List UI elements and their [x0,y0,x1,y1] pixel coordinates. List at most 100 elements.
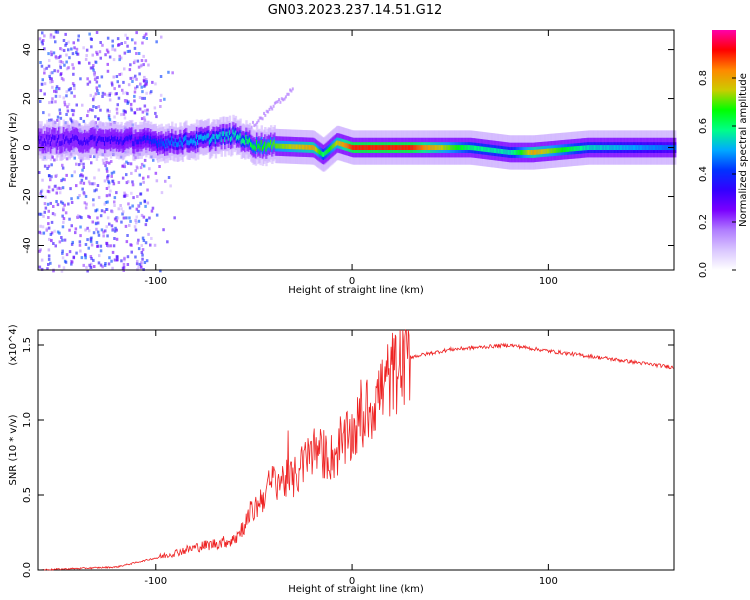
heatmap-cell [107,262,111,266]
heatmap-cell [78,194,81,197]
heatmap-cell [51,188,55,192]
heatmap-cell [135,215,138,219]
heatmap-cell [143,34,146,38]
heatmap-cell [126,44,129,48]
heatmap-cell [113,237,116,240]
heatmap-cell [57,87,61,91]
heatmap-cell [41,31,44,35]
heatmap-cell [106,50,110,54]
heatmap-cell [62,208,65,212]
heatmap-cell [43,202,47,206]
heatmap-cell [88,80,92,84]
heatmap-cell [189,138,193,144]
heatmap-cell [108,222,111,226]
heatmap-cell [70,197,73,201]
heatmap-cell [39,248,42,252]
heatmap-cell [73,94,76,98]
heatmap-cell [56,230,60,234]
heatmap-cell [126,234,129,237]
spectrogram-heatmap [38,30,677,273]
heatmap-cell [103,92,107,96]
heatmap-cell [39,100,42,103]
heatmap-cell [85,265,88,269]
snr-y-tick-label: 0.0 [22,562,33,578]
heatmap-cell [61,177,65,181]
heatmap-cell [47,216,50,219]
heatmap-cell [86,269,89,273]
heatmap-cell [58,264,61,268]
heatmap-cell [123,162,126,166]
heatmap-cell [86,238,89,242]
heatmap-cell [54,30,58,34]
heatmap-cell [101,158,105,162]
heatmap-cell [151,80,154,84]
heatmap-cell [58,231,61,235]
heatmap-cell [146,108,149,112]
heatmap-cell [100,75,104,79]
heatmap-cell [64,211,68,215]
heatmap-cell [92,68,95,72]
heatmap-cell [80,256,84,260]
heatmap-cell [76,196,80,200]
heatmap-cell [79,140,82,146]
heatmap-cell [56,115,60,119]
heatmap-cell [186,139,189,145]
heatmap-cell [62,39,66,42]
heatmap-cell [138,173,141,177]
heatmap-cell [290,89,293,93]
heatmap-cell [99,249,103,253]
heatmap-cell [155,213,159,217]
heatmap-cell [155,115,158,119]
heatmap-cell [51,97,54,101]
snr-x-tick-label: 0 [349,576,355,587]
heatmap-cell [109,189,112,193]
heatmap-cell [68,250,72,254]
heatmap-cell [70,47,73,51]
heatmap-cell [126,180,130,184]
heatmap-cell [75,47,79,51]
heatmap-cell [226,131,229,137]
heatmap-cell [142,63,145,67]
heatmap-cell [85,48,89,52]
heatmap-cell [87,246,90,250]
heatmap-cell [144,109,147,113]
colorbar-tick-label: 0.0 [698,262,709,278]
heatmap-cell [103,202,106,206]
heatmap-cell [121,88,124,92]
heatmap-cell [84,253,87,257]
heatmap-cell [130,191,133,195]
snr-y-ticks: 0.0 0.5 1.0 1.5 [22,337,674,578]
heatmap-cell [123,165,127,168]
heatmap-cell [126,194,129,197]
heatmap-cell [365,145,368,150]
heatmap-cell [52,269,55,273]
heatmap-cell [71,240,74,244]
heatmap-cell [38,265,42,269]
heatmap-cell [83,192,86,196]
heatmap-cell [91,53,94,57]
heatmap-cell [259,145,262,151]
heatmap-cell [65,113,68,116]
heatmap-cell [147,63,150,67]
heatmap-cell [105,225,108,229]
heatmap-cell [129,102,133,106]
heatmap-cell [140,117,144,121]
heatmap-cell [129,219,132,223]
heatmap-cell [67,48,70,52]
heatmap-cell [49,77,52,81]
heatmap-cell [134,228,138,232]
heatmap-cell [61,256,65,260]
heatmap-cell [73,156,76,160]
heatmap-cell [140,244,143,247]
heatmap-cell [95,50,98,54]
heatmap-cell [124,41,127,44]
heatmap-cell [113,196,117,200]
heatmap-cell [107,244,110,248]
heatmap-cell [54,100,57,104]
heatmap-cell [269,105,272,109]
heatmap-cell [132,196,135,200]
heatmap-cell [79,162,83,165]
heatmap-cell [401,145,405,150]
heatmap-cell [63,238,67,242]
